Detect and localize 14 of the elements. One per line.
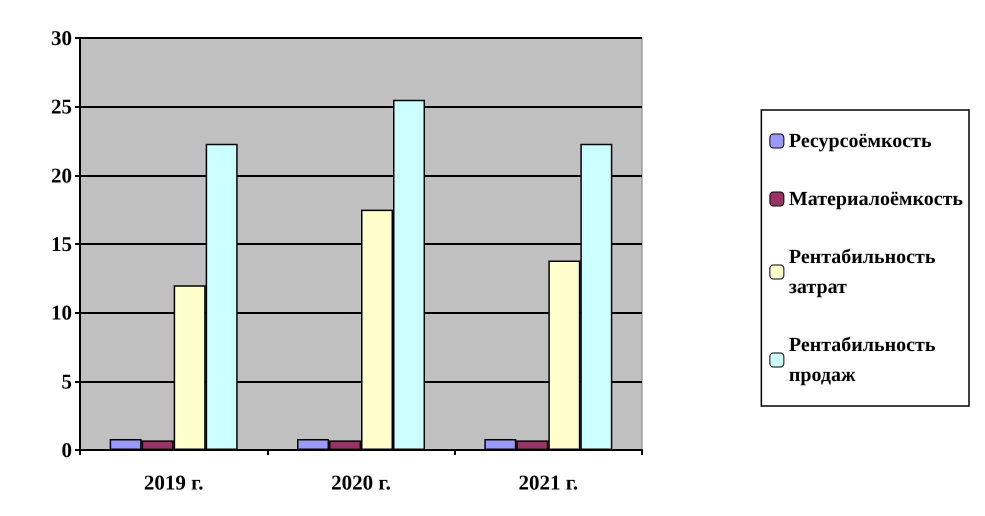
legend-label: Ресурсоёмкость bbox=[788, 130, 932, 152]
x-tick-label: 2019 г. bbox=[144, 470, 204, 494]
x-tick-label: 2020 г. bbox=[331, 470, 391, 494]
y-tick-label: 30 bbox=[51, 26, 72, 50]
legend-label: Рентабильность затрат bbox=[788, 246, 936, 298]
legend-label: Рентабильность продаж bbox=[788, 334, 936, 386]
y-tick-label: 20 bbox=[51, 163, 72, 188]
y-tick-label: 25 bbox=[51, 94, 72, 119]
y-tick-label: 5 bbox=[62, 369, 72, 394]
legend-label: Материалоёмкость bbox=[788, 188, 964, 210]
y-tick-label: 10 bbox=[51, 300, 72, 325]
y-tick-label: 15 bbox=[51, 232, 72, 256]
y-tick-label: 0 bbox=[62, 438, 72, 462]
x-tick-label: 2021 г. bbox=[518, 470, 578, 494]
